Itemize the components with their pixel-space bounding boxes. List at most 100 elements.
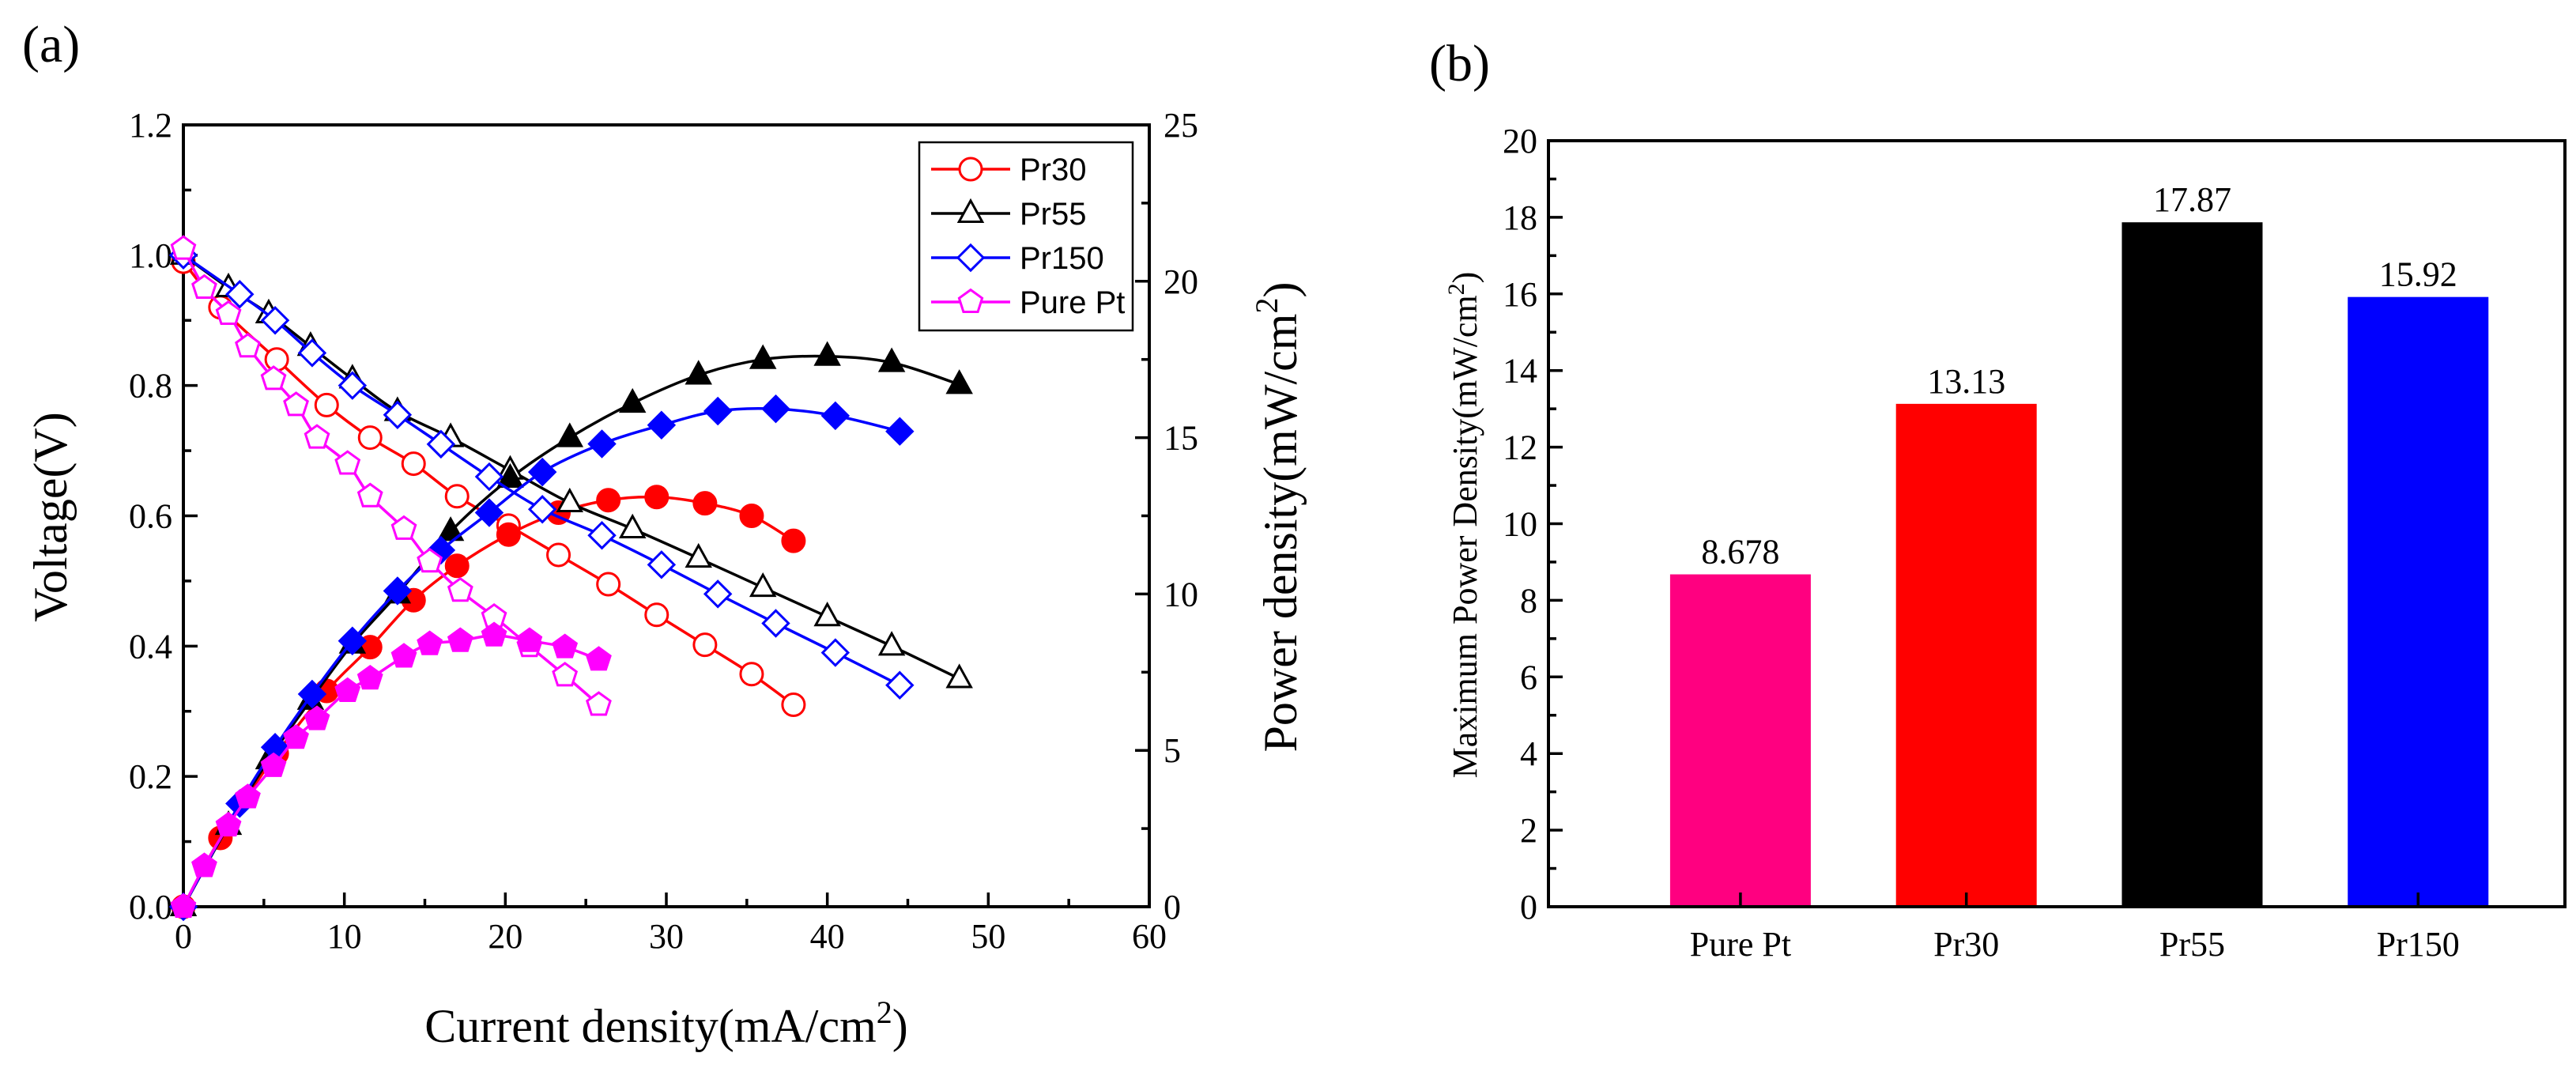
bar-value-label-pr150: 15.92 (2379, 255, 2457, 294)
pure-pt-power-point (356, 664, 383, 690)
bar-y-tick-label: 20 (1503, 122, 1537, 160)
pr30-voltage-point (444, 484, 470, 509)
pr150-voltage-point (225, 280, 255, 309)
x-tick-label: 0 (175, 917, 192, 956)
pr150-voltage-point (885, 670, 915, 700)
pr150-power-point (383, 576, 413, 606)
pure-pt-power-point (516, 627, 543, 652)
pr150-power-point (338, 626, 368, 655)
panel-label-b: (b) (1429, 35, 1490, 92)
y-tick-label: 1.0 (129, 236, 172, 275)
bar-category-label-pr30: Pr30 (1933, 925, 1999, 964)
plot-a-frame (182, 123, 1151, 908)
bar-pr30 (1895, 403, 2037, 907)
pr150-power-point (820, 401, 850, 431)
pr150-voltage-point (338, 371, 368, 400)
x-tick-label: 20 (488, 917, 522, 956)
y-axis-title-max-power-text: Maximum Power Density(mW/cm (1446, 295, 1484, 778)
y-tick-label: 0.2 (129, 757, 172, 796)
bar-y-tick-label: 0 (1520, 888, 1537, 926)
pr30-voltage-point (692, 632, 718, 658)
y2-axis-title-power: Power density(mW/cm2) (1249, 282, 1307, 753)
pr30-power-point (496, 522, 521, 547)
pure-pt-voltage-point (447, 577, 473, 602)
pr30-voltage-point (596, 572, 621, 597)
pure-pt-voltage-point (390, 515, 417, 540)
bar-y-tick-label: 18 (1503, 198, 1537, 237)
y-axis-title-voltage: Voltage(V) (25, 412, 77, 622)
pure-pt-power-point (215, 811, 242, 837)
pure-pt-voltage-point (417, 547, 443, 573)
pr30-power-point (444, 553, 470, 579)
y2-axis-title-sup: 2 (1249, 298, 1284, 314)
y2-axis-title-text: Power density(mW/cm (1254, 314, 1307, 753)
bar-category-label-pr55: Pr55 (2159, 925, 2225, 964)
bar-y-tick-label: 2 (1520, 811, 1537, 850)
pr150-power-point (587, 429, 617, 459)
legend-marker-pr30 (958, 157, 983, 182)
pr55-voltage-line (182, 254, 960, 681)
pr30-voltage-point (401, 451, 426, 477)
pr150-voltage-point (260, 306, 290, 335)
pure-pt-voltage-point (356, 482, 383, 508)
pr55-power-point (436, 516, 465, 542)
pr150-voltage-point (426, 429, 456, 459)
y-tick-label: 0.0 (129, 888, 172, 926)
legend-marker-pr150 (956, 243, 986, 273)
pr55-power-point (813, 341, 841, 366)
bar-y-tick-label: 8 (1520, 581, 1537, 620)
pr150-power-point (527, 457, 557, 487)
legend-label-pr30: Pr30 (1020, 153, 1087, 187)
x-tick-label: 40 (810, 917, 845, 956)
pr150-power-point (703, 396, 733, 426)
x-axis-title-close: ) (892, 1000, 908, 1052)
bar-y-tick-label: 16 (1503, 275, 1537, 314)
pr150-voltage-point (527, 495, 557, 524)
pr55-voltage-point (556, 487, 584, 513)
pure-pt-power-point (170, 893, 197, 918)
x-tick-label: 50 (971, 917, 1005, 956)
plot-b-frame (1547, 139, 2567, 908)
pr55-voltage-point (877, 631, 906, 656)
pure-pt-voltage-point (304, 424, 330, 449)
pure-pt-power-point (481, 621, 507, 647)
bar-category-label-pure-pt: Pure Pt (1690, 925, 1791, 964)
y2-tick-label: 10 (1164, 575, 1198, 613)
pr30-power-point (644, 485, 669, 510)
pr55-power-point (945, 369, 973, 394)
pure-pt-voltage-point (191, 274, 217, 299)
pr55-power-point (556, 422, 584, 447)
pr150-power-point (761, 394, 790, 424)
legend-label-pure-pt: Pure Pt (1020, 285, 1125, 320)
panel-label-a: (a) (22, 16, 80, 74)
pure-pt-voltage-point (170, 235, 197, 260)
pr150-power-point (426, 535, 456, 565)
y2-tick-label: 15 (1164, 419, 1198, 458)
pure-pt-voltage-point (260, 365, 287, 391)
bar-y-tick-label: 6 (1520, 658, 1537, 696)
pure-pt-voltage-point (283, 391, 309, 417)
pr150-power-point (474, 498, 504, 527)
x-tick-label: 60 (1132, 917, 1167, 956)
pr55-voltage-point (749, 572, 777, 598)
pr30-voltage-point (644, 602, 669, 628)
pr55-power-point (685, 360, 712, 385)
y2-tick-label: 5 (1164, 731, 1181, 770)
y-tick-label: 0.4 (129, 627, 172, 666)
pr150-power-point (647, 410, 677, 440)
legend-marker-pure-pt (957, 288, 984, 313)
bar-y-tick-label: 10 (1503, 505, 1537, 544)
bar-pr55 (2122, 222, 2263, 907)
y2-axis-title-close: ) (1254, 282, 1307, 298)
pure-pt-power-point (334, 677, 361, 702)
pr150-voltage-point (647, 550, 677, 579)
pr55-power-point (496, 462, 524, 489)
pure-pt-voltage-point (552, 662, 579, 687)
pr150-power-point (297, 679, 327, 709)
x-tick-label: 10 (327, 917, 362, 956)
x-axis-title-text: Current density(mA/cm (424, 1000, 877, 1052)
pr30-power-point (781, 528, 806, 553)
pr55-voltage-point (945, 663, 973, 689)
y-tick-label: 0.8 (129, 367, 172, 406)
bar-value-label-pure-pt: 8.678 (1701, 533, 1779, 572)
